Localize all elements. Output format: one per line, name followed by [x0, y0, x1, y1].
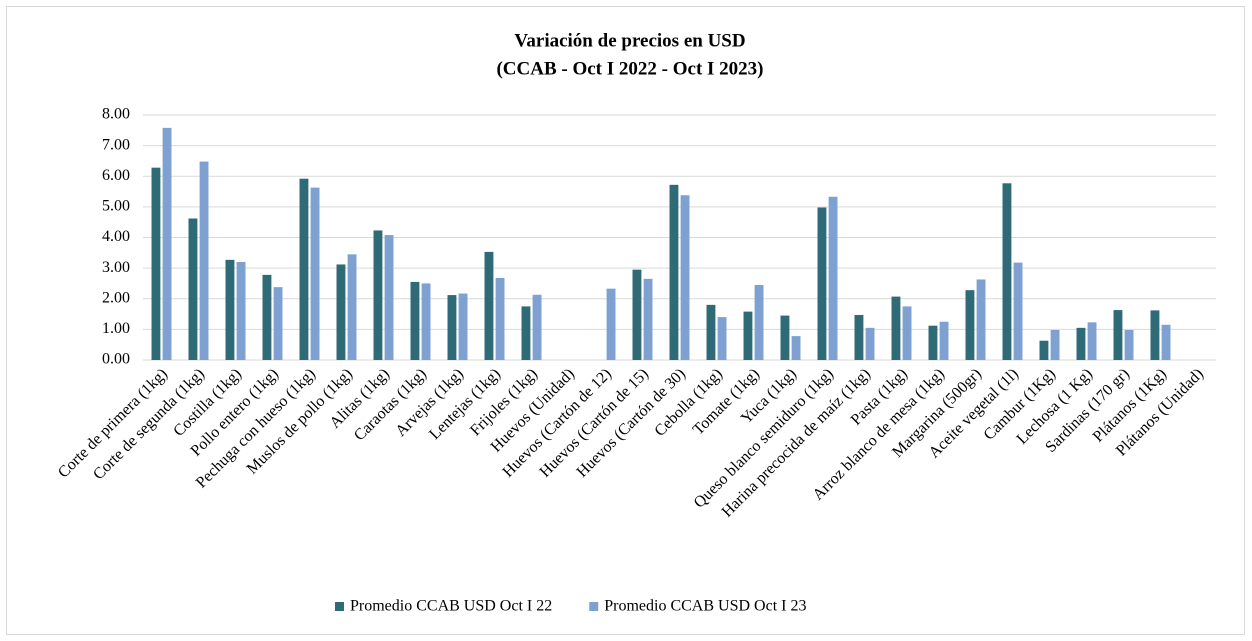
y-tick-label: 6.00: [102, 167, 130, 184]
bar: [865, 327, 875, 360]
bar: [447, 295, 457, 360]
bar: [1050, 329, 1060, 360]
bar: [717, 317, 727, 360]
bar: [495, 277, 505, 360]
y-tick-label: 8.00: [102, 106, 130, 123]
bar: [606, 288, 616, 360]
y-tick-label: 1.00: [102, 320, 130, 337]
bar: [1113, 310, 1123, 360]
bar: [151, 167, 161, 360]
bar: [891, 296, 901, 360]
bar: [643, 278, 653, 360]
bar: [780, 315, 790, 360]
bar: [680, 195, 690, 360]
chart-frame: [6, 6, 1245, 635]
legend-swatch: [335, 602, 344, 611]
bar: [817, 207, 827, 360]
bar: [754, 284, 764, 360]
y-tick-label: 0.00: [102, 351, 130, 368]
bar: [902, 306, 912, 360]
bar: [521, 306, 531, 360]
bar: [1076, 327, 1086, 360]
bar: [273, 287, 283, 360]
bar: [336, 264, 346, 360]
bar: [965, 290, 975, 360]
bar: [928, 325, 938, 360]
y-tick-label: 4.00: [102, 228, 130, 245]
bar: [162, 127, 172, 360]
bar: [236, 262, 246, 360]
bar: [262, 274, 272, 360]
bar: [743, 311, 753, 360]
bar: [458, 293, 468, 360]
bar: [1124, 329, 1134, 360]
bar: [791, 336, 801, 360]
y-tick-label: 2.00: [102, 289, 130, 306]
bar: [976, 279, 986, 360]
chart-title: Variación de precios en USD: [514, 30, 745, 51]
bar: [225, 259, 235, 360]
bar: [310, 187, 320, 360]
bar: [347, 254, 357, 360]
bar: [632, 269, 642, 360]
legend-swatch: [589, 602, 599, 611]
bar: [484, 251, 494, 360]
bar: [421, 283, 431, 360]
y-tick-label: 7.00: [102, 136, 130, 153]
bar: [1002, 183, 1012, 360]
bar: [1150, 310, 1160, 360]
bar: [669, 184, 679, 360]
bar: [939, 321, 949, 360]
bar: [1087, 322, 1097, 360]
y-tick-label: 5.00: [102, 198, 130, 215]
bar: [706, 304, 716, 360]
bar: [199, 161, 209, 360]
bar: [188, 218, 198, 360]
legend-label: Promedio CCAB USD Oct I 22: [350, 598, 552, 615]
bar: [1039, 340, 1049, 360]
bar: [854, 314, 864, 360]
bar: [828, 196, 838, 360]
bar: [1161, 324, 1171, 360]
bar: [299, 178, 309, 360]
bar: [1013, 262, 1023, 360]
y-tick-label: 3.00: [102, 259, 130, 276]
bar: [373, 230, 383, 360]
legend-label: Promedio CCAB USD Oct I 23: [604, 598, 806, 615]
bar: [384, 235, 394, 360]
bar: [410, 281, 420, 360]
chart-subtitle: (CCAB - Oct I 2022 - Oct I 2023): [496, 58, 763, 79]
bar: [532, 294, 542, 360]
